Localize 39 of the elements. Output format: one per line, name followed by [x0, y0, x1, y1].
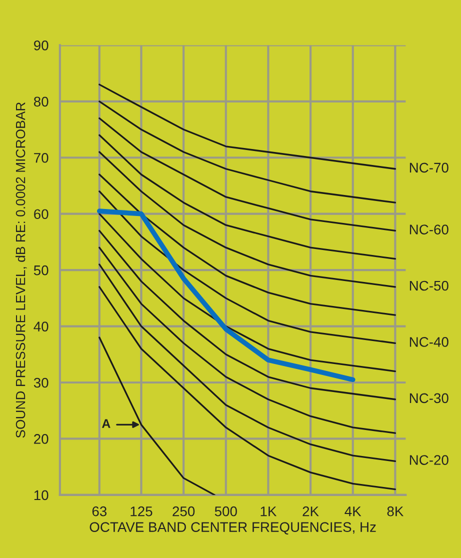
line-series	[98, 190, 396, 344]
line-series	[98, 134, 396, 260]
line-series	[98, 286, 396, 490]
series-label: NC-30	[410, 393, 448, 404]
annotation: A	[102, 419, 110, 428]
x-tick-label: 250	[172, 506, 195, 516]
y-tick-label: 10	[34, 490, 48, 500]
y-tick-label: 30	[34, 378, 48, 388]
line-series	[96, 208, 356, 382]
line-series	[98, 264, 396, 462]
y-tick-label: 50	[34, 265, 48, 276]
y-tick-label: 90	[34, 40, 48, 50]
series-label: NC-20	[410, 455, 448, 465]
series-label: NC-40	[410, 337, 448, 347]
series-label: NC-50	[410, 280, 448, 291]
x-tick-label: 4K	[344, 506, 362, 516]
line-series	[98, 174, 396, 316]
x-tick-label: 63	[92, 506, 107, 516]
x-axis-title: OCTAVE BAND CENTER FREQUENCIES, Hz	[90, 522, 376, 534]
y-tick-label: 40	[34, 322, 48, 332]
x-tick-label: 1K	[260, 506, 277, 516]
line-series	[98, 84, 396, 170]
line-series	[98, 151, 396, 288]
line-series	[98, 213, 396, 372]
x-tick-label: 500	[214, 506, 237, 516]
y-tick-label: 60	[34, 209, 48, 220]
x-tick-label: 8K	[387, 506, 404, 516]
x-tick-label: 2K	[302, 506, 319, 516]
y-axis-title: SOUND PRESSURE LEVEL, dB RE: 0.0002 MICROBAR	[16, 102, 27, 438]
y-tick-label: 80	[34, 96, 48, 107]
line-series	[98, 117, 396, 232]
series-label: NC-70	[410, 162, 448, 173]
x-tick-label: 125	[130, 506, 152, 516]
y-tick-label: 20	[34, 434, 48, 444]
line-series	[98, 246, 396, 434]
y-tick-label: 70	[34, 152, 48, 163]
line-series	[98, 230, 396, 400]
series-label: NC-60	[410, 224, 448, 234]
line-series	[98, 100, 396, 204]
